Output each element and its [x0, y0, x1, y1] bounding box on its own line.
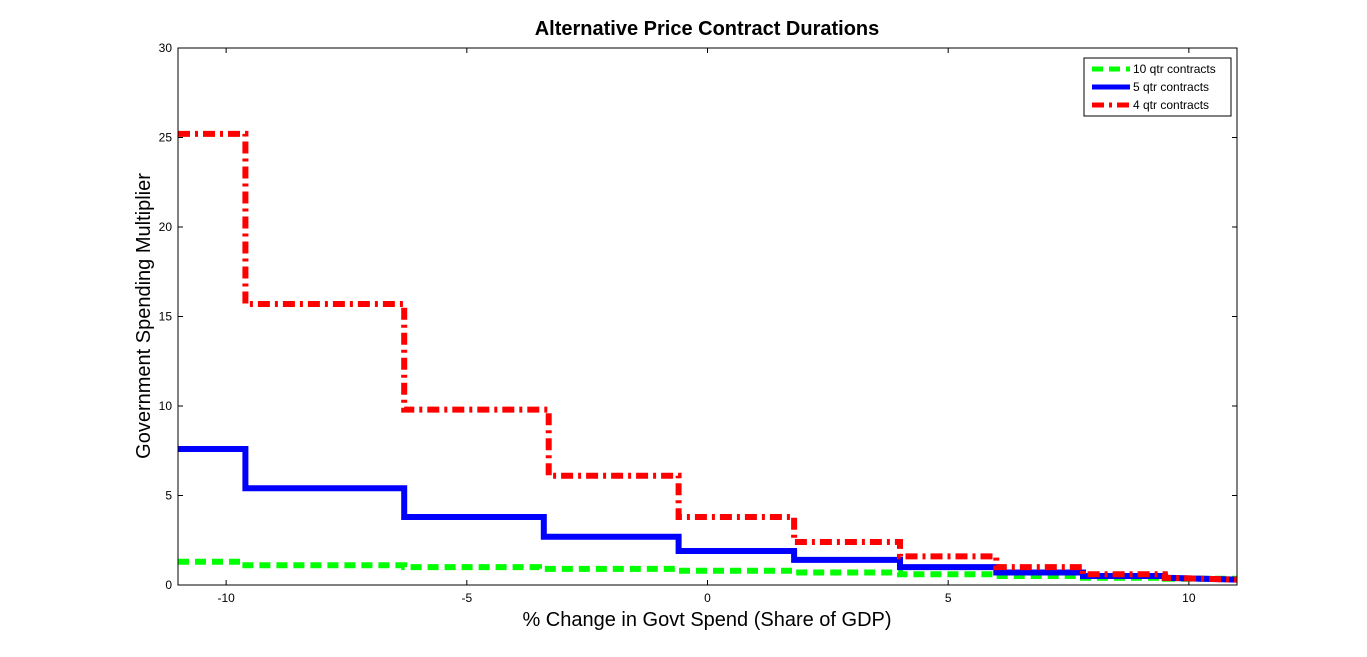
y-tick-label: 30: [159, 41, 173, 55]
y-tick-label: 5: [165, 489, 172, 503]
legend-label: 10 qtr contracts: [1133, 62, 1216, 76]
x-axis-label: % Change in Govt Spend (Share of GDP): [522, 609, 891, 631]
chart-title: Alternative Price Contract Durations: [535, 18, 880, 40]
y-tick-label: 10: [159, 399, 173, 413]
y-tick-label: 15: [159, 310, 173, 324]
legend-label: 5 qtr contracts: [1133, 80, 1209, 94]
series-line-3: [178, 130, 1238, 583]
plot-frame: [177, 47, 1238, 586]
x-tick-label: 0: [704, 591, 711, 605]
x-tick-label: -10: [217, 591, 235, 605]
x-tick-label: 5: [945, 591, 952, 605]
x-tick-label: -5: [461, 591, 472, 605]
series-line-2: [178, 446, 1238, 583]
y-axis-label: Government Spending Multiplier: [133, 173, 155, 459]
y-tick-label: 0: [165, 578, 172, 592]
plot-area: -10 -5 0 5 10 0 5 10 15 20 25 30: [159, 41, 1238, 605]
y-tick-label: 20: [159, 220, 173, 234]
legend: 10 qtr contracts 5 qtr contracts 4 qtr con…: [1083, 57, 1232, 117]
y-tick-label: 25: [159, 131, 173, 145]
legend-label: 4 qtr contracts: [1133, 98, 1209, 112]
x-tick-label: 10: [1182, 591, 1196, 605]
